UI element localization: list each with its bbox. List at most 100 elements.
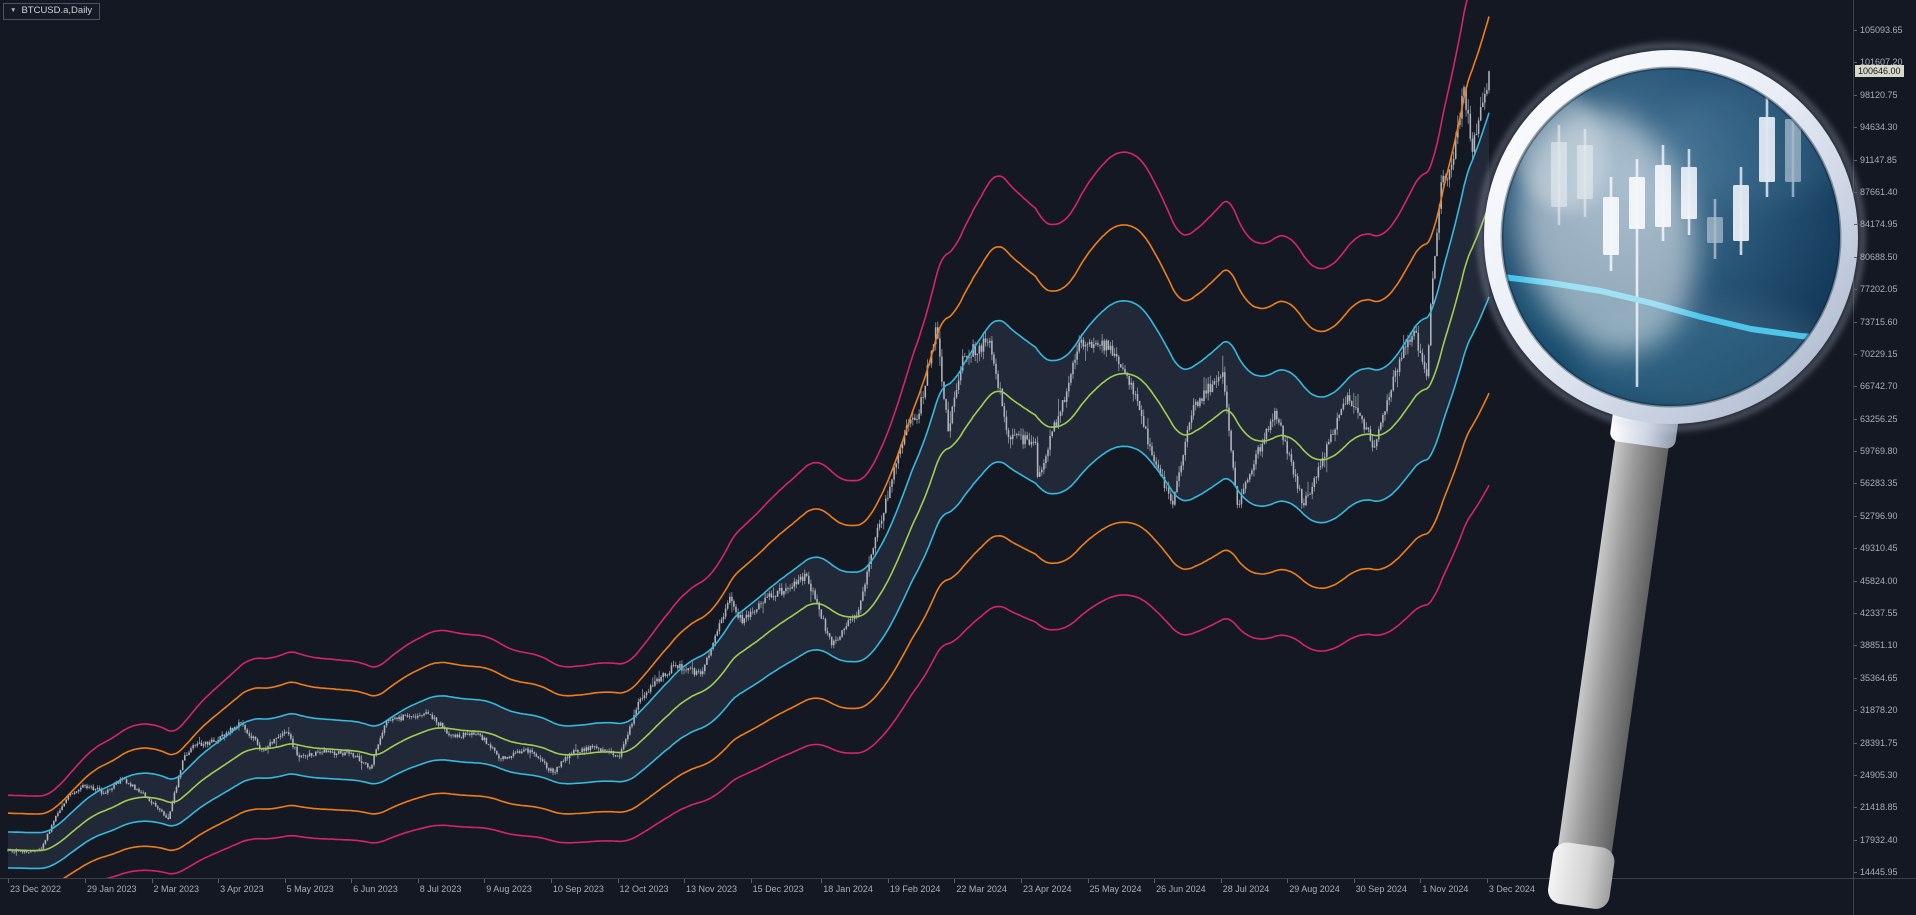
time-axis[interactable]: 23 Dec 2022 29 Jan 2023 2 Mar 2023 3 Apr 20… <box>0 879 1853 915</box>
time-axis-tick <box>617 879 619 883</box>
price-axis-tick <box>1854 451 1857 452</box>
time-axis-label: 22 Mar 2024 <box>956 884 1007 894</box>
price-axis-tick <box>1854 742 1857 744</box>
time-axis-label: 18 Jan 2024 <box>823 884 873 894</box>
time-axis-label: 8 Jul 2023 <box>419 884 462 894</box>
time-axis-tick <box>484 879 486 883</box>
price-axis-label: 77202.05 <box>1860 284 1898 295</box>
band-outer-upper <box>7 0 1468 797</box>
price-axis-label: 73715.60 <box>1860 316 1898 327</box>
inner-channel-fill <box>8 112 1489 869</box>
time-axis-tick <box>821 879 823 883</box>
time-axis-tick <box>550 879 552 883</box>
symbol-period-label: BTCUSD.a,Daily <box>21 5 93 16</box>
price-axis-label: 24905.30 <box>1860 769 1898 780</box>
price-axis-label: 17932.40 <box>1860 834 1898 845</box>
price-axis-tick <box>1854 612 1857 614</box>
time-axis-separator <box>0 878 1916 879</box>
time-axis-tick <box>954 879 956 883</box>
price-axis-label: 101607.20 <box>1860 57 1903 68</box>
price-axis-tick <box>1854 418 1857 420</box>
time-axis-label: 6 Jun 2023 <box>353 884 398 894</box>
price-axis[interactable]: 100646.00 105093.65 101607.20 98120.75 9463… <box>1854 0 1916 878</box>
price-axis-tick <box>1854 159 1857 161</box>
time-axis-label: 15 Dec 2023 <box>752 884 804 894</box>
price-axis-label: 21418.85 <box>1860 802 1898 813</box>
time-axis-label: 26 Jun 2024 <box>1156 884 1206 894</box>
price-axis-label: 52796.90 <box>1860 510 1898 521</box>
price-axis-tick <box>1854 839 1857 841</box>
price-axis-label: 42337.55 <box>1860 607 1898 618</box>
price-axis-label: 94634.30 <box>1860 122 1898 133</box>
time-axis-label: 12 Oct 2023 <box>619 884 669 894</box>
price-axis-tick <box>1854 289 1857 291</box>
time-axis-tick <box>85 879 86 883</box>
price-axis-tick <box>1854 515 1857 517</box>
band-inner-upper <box>8 112 1490 834</box>
time-axis-label: 13 Nov 2023 <box>686 884 738 894</box>
price-axis-label: 98120.75 <box>1860 89 1898 100</box>
time-axis-tick <box>1021 879 1022 883</box>
time-axis-label: 29 Aug 2024 <box>1289 884 1340 894</box>
price-axis-label: 31878.20 <box>1860 705 1898 716</box>
time-axis-tick <box>1486 879 1488 883</box>
time-axis-tick <box>417 879 419 883</box>
price-axis-label: 80688.50 <box>1860 251 1898 262</box>
price-axis-tick <box>1854 872 1857 873</box>
time-axis-tick <box>1353 879 1355 883</box>
time-axis-label: 3 Apr 2023 <box>220 884 264 894</box>
time-axis-label: 1 Nov 2024 <box>1422 884 1469 894</box>
band-center <box>8 204 1490 852</box>
band-outer-lower <box>105 484 1490 878</box>
time-axis-tick <box>887 879 889 883</box>
time-axis-label: 23 Apr 2024 <box>1023 884 1072 894</box>
price-axis-label: 49310.45 <box>1860 543 1898 554</box>
time-axis-tick <box>1220 879 1222 883</box>
time-axis-label: 5 May 2023 <box>286 884 334 894</box>
time-axis-tick <box>1287 879 1289 883</box>
price-axis-tick <box>1854 645 1857 647</box>
price-axis-label: 84174.95 <box>1860 219 1898 230</box>
price-axis-label: 105093.65 <box>1860 25 1903 35</box>
time-axis-label: 19 Feb 2024 <box>889 884 941 894</box>
band-mid-lower <box>62 392 1490 878</box>
time-axis-tick <box>1420 879 1422 883</box>
price-axis-tick <box>1854 483 1857 485</box>
time-axis-label: 29 Jan 2023 <box>87 884 137 894</box>
price-axis-label: 70229.15 <box>1860 348 1898 359</box>
time-axis-tick <box>351 879 353 883</box>
price-axis-tick <box>1854 30 1857 31</box>
time-axis-label: 9 Aug 2023 <box>486 884 532 894</box>
price-axis-label: 63256.25 <box>1860 413 1898 424</box>
time-axis-tick <box>1087 879 1089 883</box>
band-inner-lower <box>8 296 1490 870</box>
price-axis-label: 35364.65 <box>1860 672 1898 683</box>
price-axis-label: 56283.35 <box>1860 478 1898 489</box>
price-axis-tick <box>1854 580 1857 582</box>
time-axis-tick <box>151 879 153 883</box>
band-mid-upper <box>8 16 1490 815</box>
time-axis-label: 3 Dec 2024 <box>1488 884 1535 894</box>
price-axis-tick <box>1854 191 1857 193</box>
time-axis-tick <box>684 879 685 883</box>
time-axis-label: 25 May 2024 <box>1089 884 1142 894</box>
price-axis-tick <box>1854 127 1857 129</box>
price-axis-tick <box>1854 548 1857 550</box>
symbol-period-selector[interactable]: ▼ BTCUSD.a,Daily <box>3 3 101 20</box>
price-axis-tick <box>1854 807 1857 809</box>
price-axis-label: 59769.80 <box>1860 446 1898 456</box>
price-axis-label: 28391.75 <box>1860 737 1898 748</box>
price-axis-tick <box>1854 774 1857 776</box>
chevron-down-icon: ▼ <box>10 6 17 14</box>
price-axis-label: 14445.95 <box>1860 867 1898 877</box>
price-axis-label: 45824.00 <box>1860 575 1898 586</box>
time-axis-label: 30 Sep 2024 <box>1355 884 1407 894</box>
price-axis-tick <box>1854 224 1857 226</box>
time-axis-label: 23 Dec 2022 <box>10 884 62 894</box>
price-axis-tick <box>1854 677 1857 679</box>
time-axis-tick <box>218 879 220 883</box>
price-axis-tick <box>1854 353 1857 355</box>
price-axis-label: 38851.10 <box>1860 640 1898 651</box>
